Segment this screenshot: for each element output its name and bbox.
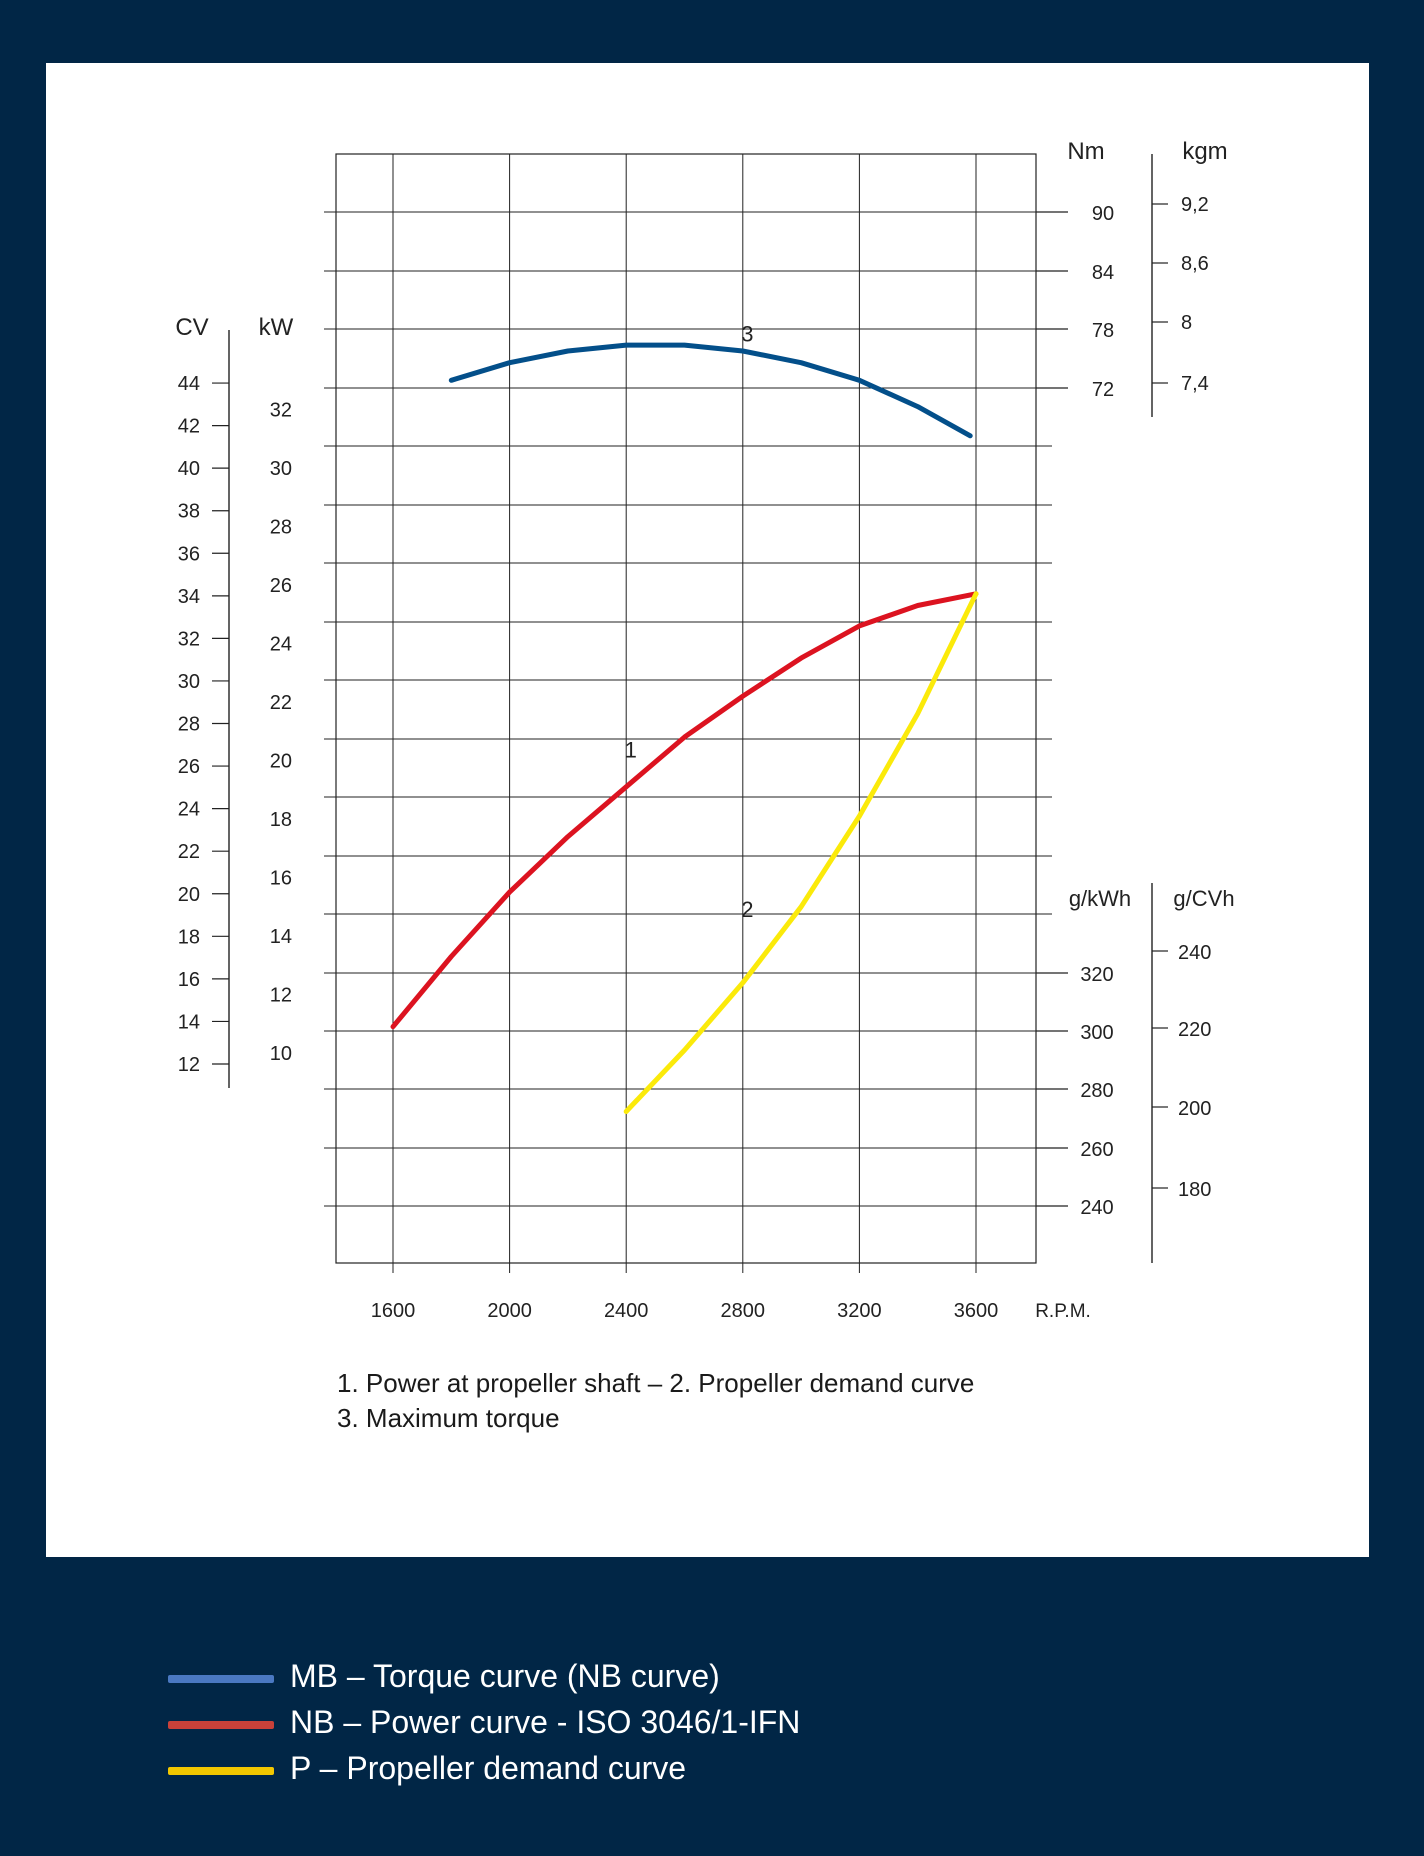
kgm-tick-label: 7,4 [1181, 373, 1209, 395]
series-number-label: 2 [741, 897, 753, 922]
series-number-label: 1 [625, 737, 637, 762]
gcvh-axis-label: g/CVh [1173, 886, 1234, 911]
cv-tick-label: 26 [178, 756, 200, 778]
kw-tick-label: 16 [270, 868, 292, 890]
legend-label-power: NB – Power curve - ISO 3046/1-IFN [290, 1704, 801, 1740]
cv-tick-label: 34 [178, 586, 200, 608]
kw-tick-label: 30 [270, 458, 292, 480]
cv-tick-label: 22 [178, 841, 200, 863]
x-tick-label: 3200 [837, 1300, 882, 1322]
gcvh-tick-label: 220 [1178, 1019, 1211, 1041]
legend-swatch-power [168, 1721, 274, 1729]
kw-tick-label: 10 [270, 1043, 292, 1065]
x-tick-label: 2400 [604, 1300, 649, 1322]
kw-tick-label: 12 [270, 985, 292, 1007]
legend-swatch-propeller [168, 1767, 274, 1775]
caption-line-1: 1. Power at propeller shaft – 2. Propell… [337, 1368, 975, 1398]
caption-line-2: 3. Maximum torque [337, 1403, 560, 1433]
curve-captions: 1. Power at propeller shaft – 2. Propell… [337, 1366, 974, 1436]
series-number-label: 3 [741, 322, 753, 347]
legend-swatch-torque [168, 1675, 274, 1683]
cv-tick-label: 36 [178, 543, 200, 565]
chart-panel: 1600 2000 2400 2800 3200 3600 R.P.M. CV 12 14 16 18… [46, 63, 1369, 1557]
gcvh-tick-label: 180 [1178, 1179, 1211, 1201]
kgm-tick-label: 8,6 [1181, 253, 1209, 275]
kgm-axis-label: kgm [1182, 138, 1227, 165]
cv-tick-label: 12 [178, 1054, 200, 1076]
series-line-2 [623, 591, 979, 1114]
series-line-1 [390, 591, 979, 1030]
kw-tick-label: 24 [270, 634, 292, 656]
cv-tick-label: 40 [178, 458, 200, 480]
x-axis-label: R.P.M. [1035, 1301, 1091, 1322]
cv-tick-label: 16 [178, 969, 200, 991]
kw-tick-label: 28 [270, 517, 292, 539]
kw-tick-label: 26 [270, 575, 292, 597]
cv-tick-label: 44 [178, 373, 200, 395]
kw-tick-label: 22 [270, 692, 292, 714]
nm-tick-label: 84 [1092, 262, 1114, 284]
cv-tick-label: 28 [178, 714, 200, 736]
kgm-tick-label: 8 [1181, 312, 1192, 334]
kw-tick-label: 20 [270, 751, 292, 773]
gkwh-axis-label: g/kWh [1069, 886, 1131, 911]
x-tick-label: 2800 [721, 1300, 766, 1322]
series-line-3 [448, 342, 973, 439]
cv-tick-label: 42 [178, 416, 200, 438]
cv-axis-label: CV [175, 314, 208, 341]
legend-label-propeller: P – Propeller demand curve [290, 1750, 687, 1786]
x-tick-label: 1600 [371, 1300, 416, 1322]
gkwh-tick-label: 320 [1080, 964, 1113, 986]
x-tick-label: 2000 [487, 1300, 531, 1322]
engine-performance-chart: 1600 2000 2400 2800 3200 3600 R.P.M.CV12141618… [175, 138, 1234, 1322]
kgm-tick-label: 9,2 [1181, 194, 1209, 216]
kw-tick-label: 32 [270, 400, 292, 422]
nm-tick-label: 78 [1092, 320, 1114, 342]
cv-tick-label: 30 [178, 671, 200, 693]
nm-axis-label: Nm [1067, 138, 1104, 165]
cv-tick-label: 20 [178, 884, 200, 906]
gkwh-tick-label: 240 [1080, 1197, 1113, 1219]
cv-tick-label: 18 [178, 926, 200, 948]
legend-label-torque: MB – Torque curve (NB curve) [290, 1658, 720, 1694]
nm-tick-label: 72 [1092, 379, 1114, 401]
cv-tick-label: 38 [178, 501, 200, 523]
x-tick-label: 3600 [954, 1300, 999, 1322]
kw-tick-label: 18 [270, 809, 292, 831]
gkwh-tick-label: 300 [1080, 1022, 1113, 1044]
nm-tick-label: 90 [1092, 203, 1114, 225]
gkwh-tick-label: 280 [1080, 1080, 1113, 1102]
kw-tick-label: 14 [270, 926, 292, 948]
cv-tick-label: 32 [178, 628, 200, 650]
cv-tick-label: 24 [178, 799, 200, 821]
gkwh-tick-label: 260 [1080, 1139, 1113, 1161]
plot-frame [335, 153, 1037, 1264]
gcvh-tick-label: 200 [1178, 1098, 1211, 1120]
cv-tick-label: 14 [178, 1011, 200, 1033]
gcvh-tick-label: 240 [1178, 942, 1211, 964]
kw-axis-label: kW [259, 314, 294, 341]
